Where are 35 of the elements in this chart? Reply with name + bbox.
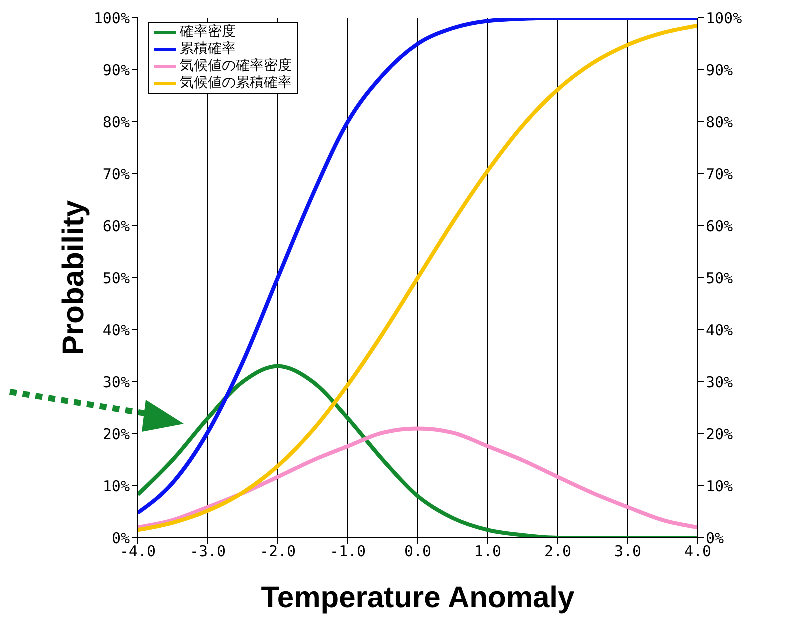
y2-tick-label: 70%	[706, 165, 734, 184]
line-series	[138, 426, 698, 530]
y-tick-label: 60%	[102, 217, 130, 236]
y2-tick-label: 20%	[706, 425, 734, 444]
legend-label: 確率密度	[180, 24, 236, 41]
y-tick-label: 100%	[94, 9, 130, 28]
x-tick-label: -1.0	[330, 542, 366, 561]
x-tick-label: -3.0	[190, 542, 226, 561]
y2-tick-label: 40%	[706, 321, 734, 340]
x-tick-label: 4.0	[684, 542, 712, 561]
x-tick-label: 1.0	[474, 542, 502, 561]
legend-label: 気候値の累積確率	[180, 75, 292, 92]
y-tick-label: 10%	[102, 477, 130, 496]
y2-tick-label: 60%	[706, 217, 734, 236]
y-tick-label: 50%	[102, 269, 130, 288]
x-axis-title: Temperature Anomaly	[261, 581, 576, 614]
legend-label: 累積確率	[180, 41, 236, 58]
y-tick-label: 40%	[102, 321, 130, 340]
y2-tick-label: 100%	[706, 9, 742, 28]
legend-label: 気候値の確率密度	[180, 58, 292, 75]
x-tick-label: 3.0	[614, 542, 642, 561]
y-tick-label: 80%	[102, 113, 130, 132]
x-tick-label: 2.0	[544, 542, 572, 561]
y-axis-title: Probability	[58, 200, 91, 356]
y2-tick-label: 90%	[706, 61, 734, 80]
y2-tick-label: 30%	[706, 373, 734, 392]
y-tick-label: 90%	[102, 61, 130, 80]
y-tick-label: 20%	[102, 425, 130, 444]
x-tick-label: 0.0	[404, 542, 432, 561]
y2-tick-label: 50%	[706, 269, 734, 288]
x-tick-label: -2.0	[260, 542, 296, 561]
y2-tick-label: 10%	[706, 477, 734, 496]
y-tick-label: 30%	[102, 373, 130, 392]
y2-tick-label: 80%	[706, 113, 734, 132]
y-tick-label: 70%	[102, 165, 130, 184]
